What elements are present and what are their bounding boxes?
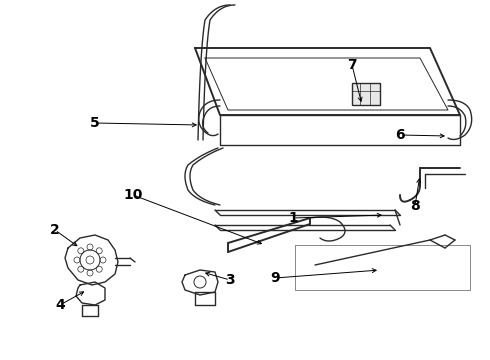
Text: 9: 9 bbox=[270, 271, 280, 285]
Text: 7: 7 bbox=[347, 58, 357, 72]
Text: 8: 8 bbox=[410, 199, 420, 213]
Text: 5: 5 bbox=[90, 116, 100, 130]
Text: 6: 6 bbox=[395, 128, 405, 142]
Text: 4: 4 bbox=[55, 298, 65, 312]
Text: 2: 2 bbox=[50, 223, 60, 237]
Text: 1: 1 bbox=[288, 211, 298, 225]
Text: 3: 3 bbox=[225, 273, 235, 287]
FancyBboxPatch shape bbox=[352, 83, 380, 105]
Text: 10: 10 bbox=[123, 188, 143, 202]
